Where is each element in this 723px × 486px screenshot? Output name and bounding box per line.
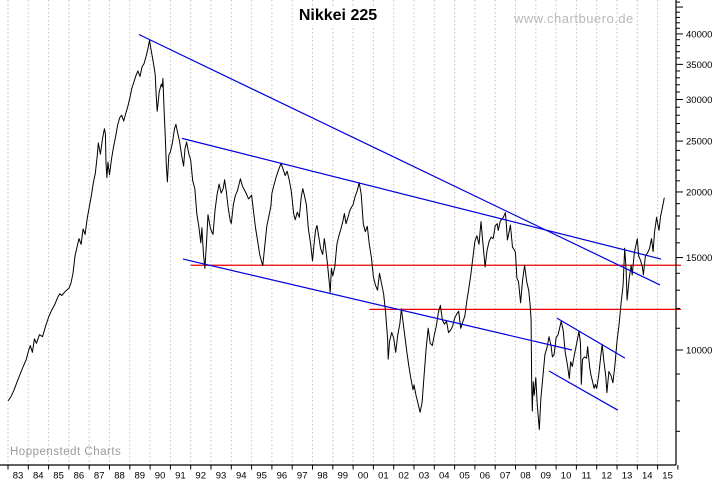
x-axis-label: 14 [642, 471, 653, 482]
x-axis-label: 88 [114, 471, 125, 482]
lower-support-trend-1992-2011 [182, 258, 573, 351]
x-axis-label: 11 [581, 471, 591, 482]
x-axis-label: 05 [459, 471, 470, 482]
x-axis-label: 13 [622, 471, 633, 482]
x-axis-label: 83 [13, 471, 24, 482]
y-axis-label: 30000 [686, 95, 712, 106]
x-axis-label: 86 [74, 471, 85, 482]
x-axis-label: 84 [33, 471, 44, 482]
x-axis-label: 06 [480, 471, 491, 482]
downtrend-from-1991-high [181, 137, 662, 260]
x-axis-label: 94 [236, 471, 247, 482]
x-axis-label: 98 [317, 471, 328, 482]
y-axis-label: 25000 [686, 137, 712, 148]
x-axis-label: 90 [155, 471, 166, 482]
price-line [7, 39, 665, 430]
channel-lower-2010-2013 [548, 370, 619, 411]
y-axis-label: 15000 [686, 253, 712, 264]
x-axis-label: 89 [135, 471, 146, 482]
brand-label: Hoppenstedt Charts [10, 446, 122, 458]
x-axis-label: 07 [500, 471, 511, 482]
x-axis-label: 95 [256, 471, 267, 482]
x-axis-label: 04 [439, 471, 450, 482]
y-axis-label: 40000 [686, 29, 712, 40]
x-axis-label: 09 [541, 471, 552, 482]
x-axis-label: 10 [561, 471, 572, 482]
x-axis-label: 87 [94, 471, 105, 482]
x-axis-label: 85 [53, 471, 64, 482]
x-axis-label: 08 [520, 471, 531, 482]
chart-title: Nikkei 225 [294, 7, 382, 25]
x-axis-label: 15 [662, 471, 673, 482]
downtrend-from-1989-peak [138, 33, 661, 286]
watermark-link[interactable]: www.chartbuero.de [514, 11, 634, 26]
x-axis-label: 92 [195, 471, 206, 482]
x-axis-label: 99 [338, 471, 349, 482]
x-axis-label: 02 [398, 471, 409, 482]
x-axis-label: 01 [378, 471, 389, 482]
x-axis-label: 97 [297, 471, 308, 482]
x-axis-label: 03 [419, 471, 430, 482]
channel-upper-2010-2013 [556, 317, 626, 359]
x-axis-label: 91 [175, 471, 186, 482]
x-axis-label: 96 [277, 471, 288, 482]
x-axis-label: 12 [601, 471, 612, 482]
x-axis-label: 00 [358, 471, 369, 482]
y-axis-label: 10000 [686, 346, 712, 357]
y-axis-label: 20000 [686, 187, 712, 198]
y-axis-label: 35000 [686, 60, 712, 71]
x-axis-label: 93 [216, 471, 227, 482]
